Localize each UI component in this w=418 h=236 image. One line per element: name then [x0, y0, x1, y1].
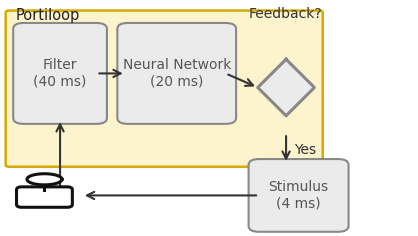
Text: Yes: Yes — [294, 143, 316, 157]
FancyBboxPatch shape — [17, 187, 72, 207]
Text: Portiloop: Portiloop — [15, 8, 79, 23]
FancyBboxPatch shape — [117, 23, 236, 124]
FancyBboxPatch shape — [249, 159, 349, 232]
FancyBboxPatch shape — [6, 11, 323, 167]
FancyBboxPatch shape — [13, 23, 107, 124]
Text: Filter
(40 ms): Filter (40 ms) — [33, 58, 87, 88]
Text: Neural Network
(20 ms): Neural Network (20 ms) — [122, 58, 231, 88]
Text: Feedback?: Feedback? — [249, 7, 322, 21]
Text: Stimulus
(4 ms): Stimulus (4 ms) — [268, 180, 329, 211]
Polygon shape — [27, 174, 62, 185]
Polygon shape — [258, 59, 314, 116]
